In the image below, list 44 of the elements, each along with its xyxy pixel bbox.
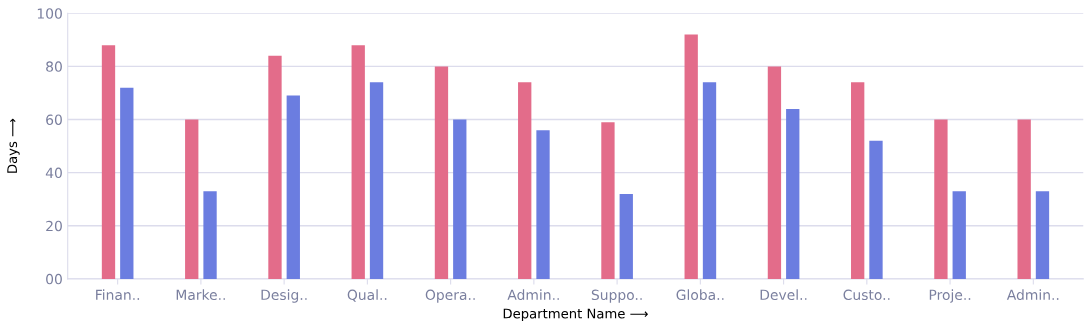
bar [369, 82, 384, 279]
bar [101, 45, 116, 279]
bar [351, 45, 365, 279]
bar [1035, 191, 1050, 279]
bar [286, 95, 300, 279]
x-tick-label: Custo.. [843, 289, 890, 301]
bar [120, 87, 134, 279]
bar [786, 108, 800, 279]
x-tick-label: Qual.. [347, 289, 387, 302]
y-tick-label: 40 [45, 167, 62, 179]
bar [952, 191, 966, 279]
bar [869, 140, 883, 279]
bar [268, 55, 282, 279]
bar [619, 193, 633, 279]
bar [185, 119, 199, 279]
y-tick-label: 80 [46, 61, 62, 72]
bar [767, 66, 782, 279]
x-tick-label: Desig.. [261, 289, 307, 303]
bar [601, 122, 615, 279]
x-tick-label: Admin.. [507, 289, 559, 301]
x-tick-label: Devel.. [760, 289, 807, 301]
x-axis-title: Department Name ⟶ [503, 308, 648, 322]
x-tick-label: Proje.. [929, 289, 971, 303]
y-axis-title: Days ⟶ [7, 118, 20, 173]
y-tick-label: 100 [37, 8, 62, 19]
bar [453, 119, 467, 279]
bar [434, 66, 449, 279]
bar [518, 82, 532, 279]
bar [851, 82, 865, 279]
y-tick-label: 00 [46, 273, 62, 285]
x-tick-label: Admin.. [1006, 289, 1059, 301]
x-tick-label: Suppo.. [591, 289, 642, 303]
y-tick-label: 20 [46, 220, 62, 232]
bar [536, 130, 550, 279]
bar [934, 119, 948, 279]
bar [1017, 119, 1031, 279]
x-tick-label: Opera.. [425, 289, 475, 303]
bar [702, 82, 717, 279]
x-tick-label: Marke.. [176, 289, 225, 301]
bar [203, 191, 217, 279]
bar [684, 34, 698, 279]
x-tick-label: Globa.. [676, 289, 724, 301]
y-tick-label: 60 [46, 114, 62, 125]
x-tick-label: Finan.. [96, 289, 140, 301]
